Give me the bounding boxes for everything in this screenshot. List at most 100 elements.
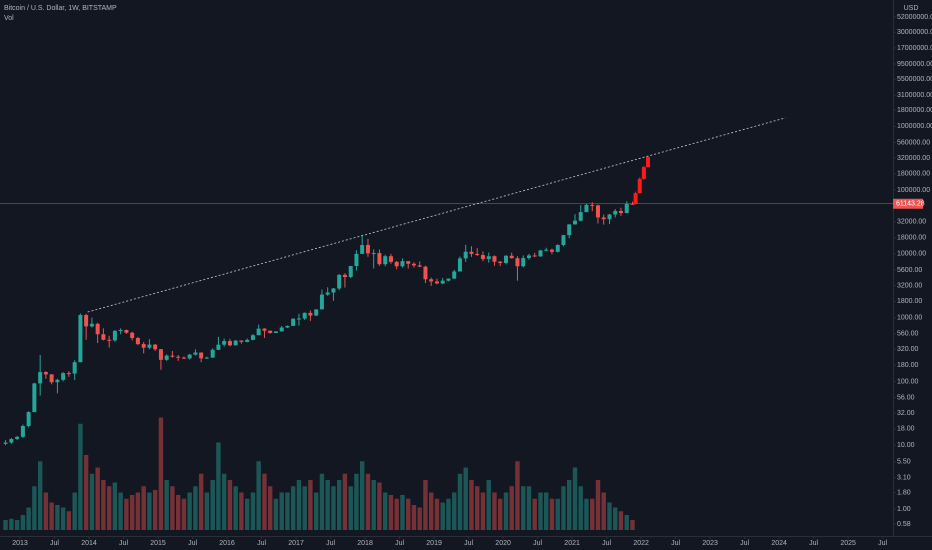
- candle-body: [567, 224, 572, 236]
- volume-bar: [457, 473, 463, 530]
- candle-body: [107, 339, 112, 341]
- x-tick-label: Jul: [533, 540, 542, 547]
- volume-bar: [308, 480, 313, 530]
- volume-bar: [296, 480, 302, 530]
- x-tick-label: Jul: [740, 540, 749, 547]
- candle-body: [613, 210, 618, 215]
- volume-bar: [584, 498, 589, 530]
- candle-body: [475, 253, 480, 256]
- candle-body: [463, 251, 468, 259]
- volume-bar: [129, 495, 135, 530]
- volume-bar: [78, 423, 83, 530]
- candle-body: [429, 279, 434, 282]
- volume-bar: [152, 490, 158, 530]
- x-tick-label: 2019: [426, 540, 442, 547]
- candle-body: [38, 372, 43, 384]
- candle-body: [354, 253, 359, 266]
- volume-bar: [434, 498, 440, 530]
- volume-bar: [302, 486, 307, 530]
- x-tick-label: Jul: [257, 540, 266, 547]
- volume-bar: [440, 502, 445, 530]
- candle-body: [486, 256, 491, 260]
- candle-body: [400, 261, 405, 267]
- y-tick-label: 1.00: [897, 506, 911, 513]
- volume-bar: [66, 511, 72, 530]
- candle-body: [365, 244, 370, 254]
- candle-body: [279, 327, 284, 332]
- volume-bar: [624, 515, 629, 530]
- x-tick-label: Jul: [50, 540, 59, 547]
- y-tick-label: 10.00: [897, 442, 915, 449]
- volume-bar: [480, 492, 486, 530]
- candle-body: [95, 323, 100, 335]
- candle-body: [411, 263, 416, 266]
- volume-bar: [348, 486, 353, 530]
- candle-body: [118, 330, 123, 332]
- candle-body: [262, 328, 267, 331]
- volume-bar: [469, 480, 474, 530]
- volume-bar: [555, 498, 560, 530]
- y-tick-label: 320.00: [897, 346, 919, 353]
- volume-bar: [515, 461, 520, 530]
- candle-body: [250, 335, 255, 340]
- volume-bar: [43, 492, 49, 530]
- candle-body: [49, 374, 54, 383]
- candle-body: [124, 330, 129, 333]
- y-tick-label: 10000.00: [897, 251, 926, 258]
- candle-body: [572, 220, 577, 225]
- candle-body: [515, 258, 520, 267]
- volume-bar: [342, 473, 348, 530]
- volume-bar: [233, 486, 238, 530]
- x-tick-label: 2014: [81, 540, 97, 547]
- volume-bar: [95, 467, 100, 530]
- volume-bar: [175, 495, 181, 530]
- y-tick-label: 1800000.00: [897, 107, 932, 114]
- volume-bar: [532, 498, 537, 530]
- x-tick-label: 2020: [495, 540, 511, 547]
- volume-bar: [314, 492, 319, 530]
- candle-body: [601, 217, 606, 220]
- x-tick-label: Jul: [188, 540, 197, 547]
- candle-body: [314, 309, 319, 316]
- y-tick-label: 0.58: [897, 521, 911, 528]
- candle-body: [319, 294, 324, 310]
- candle-body: [245, 339, 250, 342]
- candle-body: [452, 271, 457, 279]
- y-tick-label: 560000.00: [897, 139, 930, 146]
- x-tick-label: Jul: [809, 540, 818, 547]
- volume-bar: [561, 486, 566, 530]
- candle-body: [630, 203, 635, 205]
- volume-bar: [492, 492, 497, 530]
- volume-bar: [14, 520, 20, 530]
- volume-bar: [279, 492, 284, 530]
- volume-bar: [325, 480, 330, 530]
- y-tick-label: 5.50: [897, 459, 911, 466]
- volume-bar: [89, 473, 95, 530]
- candle-body: [233, 340, 238, 346]
- candle-body: [423, 266, 428, 280]
- volume-bar: [607, 502, 612, 530]
- candle-body: [348, 265, 353, 278]
- candle-body: [371, 253, 376, 255]
- volume-bar: [503, 492, 509, 530]
- y-tick-label: 56.00: [897, 394, 915, 401]
- candle-body: [532, 255, 537, 257]
- candle-body: [457, 258, 462, 272]
- candle-body: [383, 256, 388, 265]
- candle-body: [607, 214, 612, 220]
- volume-bar: [567, 480, 572, 530]
- volume-bar: [411, 505, 417, 530]
- volume-bar: [221, 473, 227, 530]
- x-tick-label: 2023: [702, 540, 718, 547]
- volume-bar: [9, 518, 14, 530]
- candle-body: [227, 341, 232, 346]
- y-tick-label: 1800.00: [897, 298, 922, 305]
- chart-title: Bitcoin / U.S. Dollar, 1W, BITSTAMP: [4, 5, 117, 12]
- y-tick-label: 18.00: [897, 426, 915, 433]
- y-tick-label: 32000.00: [897, 219, 926, 226]
- volume-bar: [538, 492, 543, 530]
- volume-bar: [388, 495, 394, 530]
- volume-bar: [55, 505, 60, 530]
- volume-bar: [135, 492, 141, 530]
